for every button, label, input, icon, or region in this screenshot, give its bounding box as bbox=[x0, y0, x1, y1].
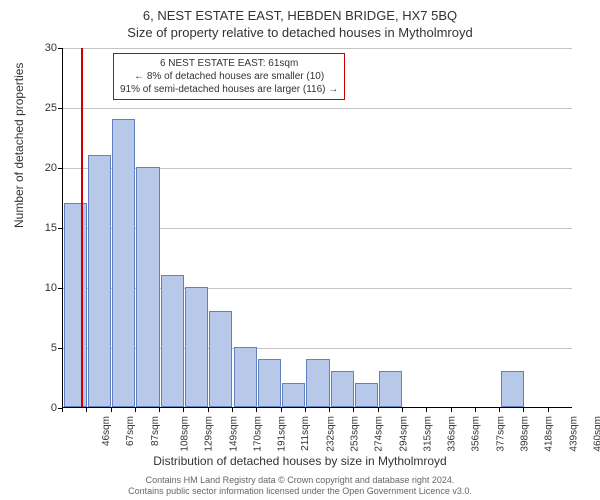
x-tick-label: 460sqm bbox=[592, 416, 600, 452]
x-tick-label: 356sqm bbox=[471, 416, 482, 452]
x-tick bbox=[62, 408, 63, 412]
x-tick bbox=[232, 408, 233, 412]
x-tick bbox=[402, 408, 403, 412]
chart-title-sub: Size of property relative to detached ho… bbox=[0, 23, 600, 40]
x-axis-label: Distribution of detached houses by size … bbox=[0, 454, 600, 468]
histogram-bar bbox=[136, 167, 159, 407]
histogram-bar bbox=[355, 383, 378, 407]
annotation-box: 6 NEST ESTATE EAST: 61sqm← 8% of detache… bbox=[113, 53, 345, 100]
histogram-bar bbox=[88, 155, 111, 407]
chart-title-main: 6, NEST ESTATE EAST, HEBDEN BRIDGE, HX7 … bbox=[0, 0, 600, 23]
x-tick-label: 315sqm bbox=[422, 416, 433, 452]
y-tick bbox=[58, 228, 62, 229]
y-axis-label: Number of detached properties bbox=[12, 63, 26, 228]
annotation-line: 91% of semi-detached houses are larger (… bbox=[120, 83, 338, 96]
y-tick-label: 20 bbox=[45, 162, 57, 174]
x-tick-label: 211sqm bbox=[300, 416, 311, 451]
x-tick-label: 274sqm bbox=[374, 416, 385, 452]
histogram-bar bbox=[501, 371, 524, 407]
x-tick-label: 418sqm bbox=[544, 416, 555, 452]
x-tick-label: 253sqm bbox=[350, 416, 361, 452]
x-tick bbox=[256, 408, 257, 412]
y-tick bbox=[58, 288, 62, 289]
x-tick-label: 108sqm bbox=[180, 416, 191, 452]
x-tick bbox=[523, 408, 524, 412]
y-tick-label: 5 bbox=[51, 342, 57, 354]
x-tick-label: 46sqm bbox=[101, 416, 112, 446]
x-tick-label: 149sqm bbox=[228, 416, 239, 452]
x-tick bbox=[353, 408, 354, 412]
x-tick bbox=[548, 408, 549, 412]
y-tick-label: 10 bbox=[45, 282, 57, 294]
footer-text: Contains HM Land Registry data © Crown c… bbox=[0, 475, 600, 498]
x-tick bbox=[426, 408, 427, 412]
x-tick bbox=[281, 408, 282, 412]
y-tick-label: 0 bbox=[51, 402, 57, 414]
x-tick bbox=[183, 408, 184, 412]
chart-container: 6, NEST ESTATE EAST, HEBDEN BRIDGE, HX7 … bbox=[0, 0, 600, 500]
histogram-bar bbox=[331, 371, 354, 407]
histogram-bar bbox=[258, 359, 281, 407]
x-tick-label: 377sqm bbox=[495, 416, 506, 452]
annotation-line: ← 8% of detached houses are smaller (10) bbox=[120, 70, 338, 83]
x-tick-label: 191sqm bbox=[277, 416, 288, 452]
y-tick-label: 15 bbox=[45, 222, 57, 234]
x-tick bbox=[86, 408, 87, 412]
footer-line2: Contains public sector information licen… bbox=[0, 486, 600, 498]
grid-line bbox=[63, 48, 572, 49]
y-tick bbox=[58, 48, 62, 49]
histogram-bar bbox=[185, 287, 208, 407]
footer-line1: Contains HM Land Registry data © Crown c… bbox=[0, 475, 600, 487]
x-tick-label: 87sqm bbox=[150, 416, 161, 446]
histogram-bar bbox=[379, 371, 402, 407]
x-tick bbox=[329, 408, 330, 412]
x-tick bbox=[111, 408, 112, 412]
x-tick-label: 336sqm bbox=[447, 416, 458, 452]
x-tick bbox=[208, 408, 209, 412]
y-tick-label: 25 bbox=[45, 102, 57, 114]
histogram-bar bbox=[161, 275, 184, 407]
x-tick bbox=[451, 408, 452, 412]
y-tick bbox=[58, 168, 62, 169]
x-tick-label: 398sqm bbox=[520, 416, 531, 452]
grid-line bbox=[63, 108, 572, 109]
y-tick bbox=[58, 348, 62, 349]
x-tick-label: 294sqm bbox=[398, 416, 409, 452]
x-tick bbox=[499, 408, 500, 412]
plot-area: 6 NEST ESTATE EAST: 61sqm← 8% of detache… bbox=[62, 48, 572, 408]
x-tick-label: 439sqm bbox=[568, 416, 579, 452]
x-tick bbox=[135, 408, 136, 412]
x-tick-label: 129sqm bbox=[204, 416, 215, 452]
x-tick-label: 232sqm bbox=[325, 416, 336, 452]
histogram-bar bbox=[209, 311, 232, 407]
histogram-bar bbox=[282, 383, 305, 407]
x-tick bbox=[378, 408, 379, 412]
property-marker-line bbox=[81, 48, 83, 407]
x-tick-label: 67sqm bbox=[125, 416, 136, 446]
x-tick-label: 170sqm bbox=[252, 416, 263, 452]
histogram-bar bbox=[234, 347, 257, 407]
y-tick bbox=[58, 108, 62, 109]
x-tick bbox=[305, 408, 306, 412]
x-tick bbox=[159, 408, 160, 412]
x-tick bbox=[475, 408, 476, 412]
annotation-line: 6 NEST ESTATE EAST: 61sqm bbox=[120, 57, 338, 70]
histogram-bar bbox=[306, 359, 329, 407]
y-tick-label: 30 bbox=[45, 42, 57, 54]
histogram-bar bbox=[112, 119, 135, 407]
